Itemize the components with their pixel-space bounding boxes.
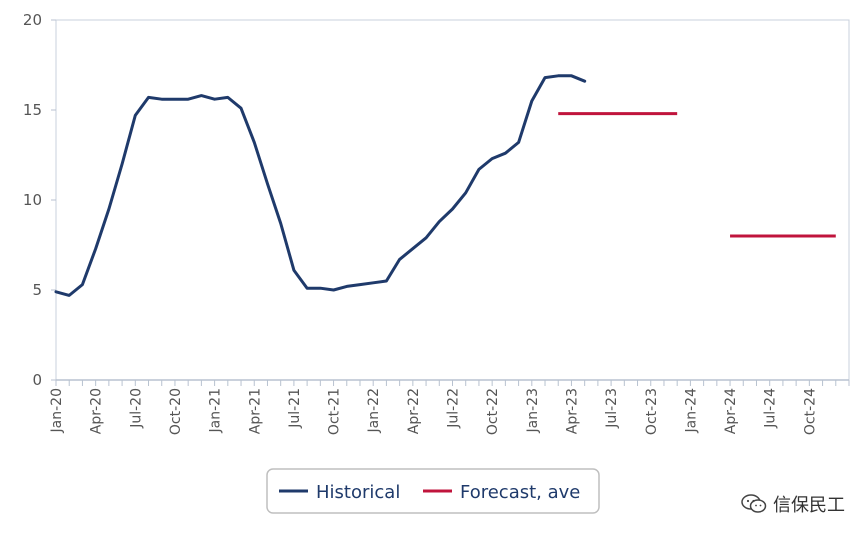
chart-series [54,74,836,297]
y-tick-label: 15 [23,101,42,119]
watermark-text: 信保民工 [773,495,845,516]
x-tick-label: Apr-20 [89,388,105,434]
y-tick-label: 20 [23,11,42,29]
wechat-icon [741,494,767,513]
x-tick-label: Jul-23 [604,388,620,429]
x-tick-label: Jul-21 [287,388,303,429]
x-tick-label: Oct-21 [327,388,343,435]
x-tick-label: Jul-24 [763,388,779,429]
legend-forecast-label: Forecast, ave [460,482,580,503]
x-tick-label: Oct-22 [485,388,501,435]
x-tick-label: Jan-20 [49,388,65,433]
x-tick-label: Jan-22 [366,388,382,433]
legend: Historical Forecast, ave [266,468,600,514]
x-tick-label: Oct-23 [644,388,660,435]
y-tick-label: 0 [32,371,42,389]
x-axis-ticks: Jan-20 Apr-20 Jul-20 Oct-20 Jan-21 Apr-21 Jul-… [49,380,850,435]
y-tick-label: 5 [32,281,42,299]
y-axis-ticks: 0 5 10 15 20 [23,11,56,389]
x-tick-label: Jul-22 [446,388,462,429]
x-tick-label: Jan-24 [683,388,699,434]
x-tick-label: Jul-20 [128,388,144,429]
x-tick-label: Jan-23 [525,388,541,433]
legend-historical-label: Historical [316,482,400,503]
x-tick-label: Apr-22 [406,388,422,434]
x-tick-label: Apr-21 [247,388,263,434]
x-tick-label: Apr-23 [564,388,580,434]
x-tick-label: Oct-20 [168,388,184,435]
watermark: 信保民工 [741,491,845,517]
series-historical-line [54,74,587,297]
x-tick-label: Oct-24 [802,388,818,435]
plot-frame [55,19,850,381]
chart-axes [55,19,850,381]
x-tick-label: Apr-24 [723,388,739,434]
x-tick-label: Jan-21 [208,388,224,433]
y-tick-label: 10 [23,191,42,209]
